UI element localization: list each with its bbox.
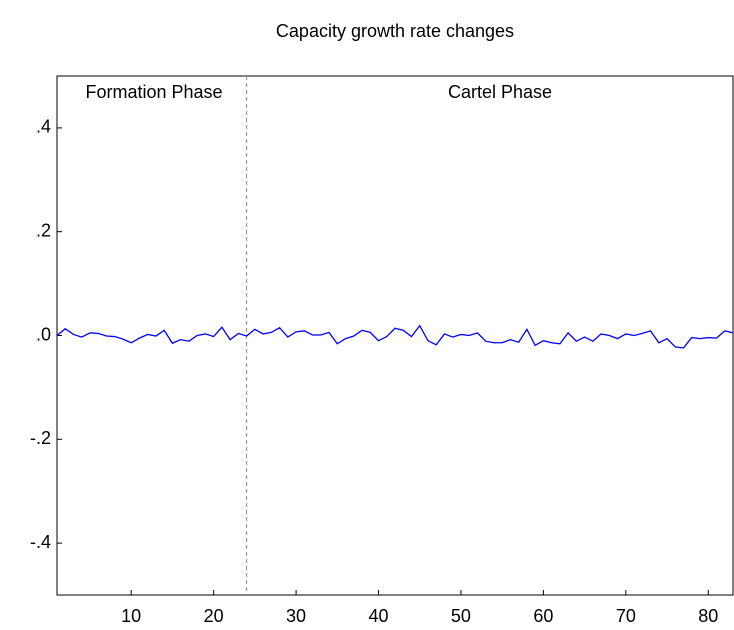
annotation: Cartel Phase (447, 82, 553, 102)
x-tick-label: 80 (698, 606, 718, 626)
chart-title: Capacity growth rate changes (276, 21, 514, 41)
x-tick-label: 30 (286, 606, 306, 626)
x-tick-label: 10 (121, 606, 141, 626)
x-tick-label: 60 (533, 606, 553, 626)
y-tick-label: .4 (36, 117, 51, 137)
x-tick-label: 20 (204, 606, 224, 626)
annotation: Formation Phase (85, 82, 223, 102)
x-tick-label: 40 (368, 606, 388, 626)
y-tick-label: .0 (36, 324, 51, 344)
series-line (56, 324, 734, 349)
x-tick-label: 50 (451, 606, 471, 626)
y-tick-label: -.2 (30, 428, 51, 448)
x-tick-label: 70 (616, 606, 636, 626)
y-tick-label: -.4 (30, 532, 51, 552)
y-tick-label: .2 (36, 220, 51, 240)
